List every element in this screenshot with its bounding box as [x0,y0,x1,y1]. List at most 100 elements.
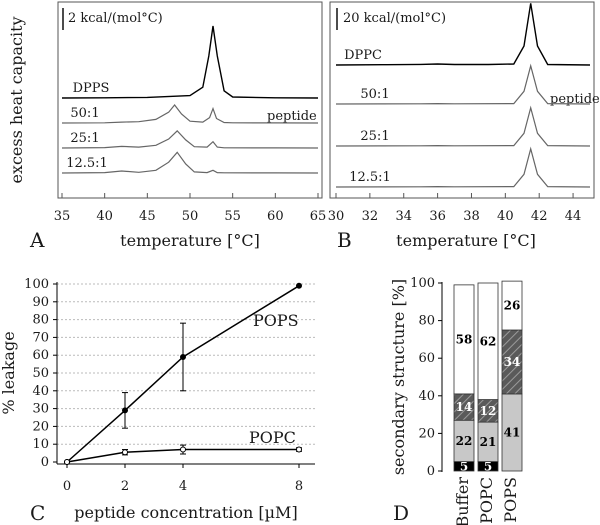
series-line-DPPC [335,3,591,66]
bar-segment [477,282,499,400]
panel-d-letter: D [393,501,409,525]
series-line-POPC [66,448,299,463]
bar-segment-label: 58 [456,332,473,346]
panel-b-letter: B [337,228,352,252]
panel-b-xlabel: temperature [°C] [396,231,536,250]
panel-a-scale-label: 2 kcal/(mol°C) [68,11,163,26]
series-line-12-5-1 [335,146,591,188]
panel-c-letter: C [30,501,45,525]
data-point [296,446,302,453]
series-label-popc: POPC [249,428,296,447]
series-line-50-1 [335,63,591,105]
y-tick-label: 80 [418,314,435,329]
y-tick-label: 90 [32,295,49,310]
category-label: POPS [501,477,520,523]
panel-a-xlabel: temperature [°C] [120,231,260,250]
x-tick-label: 65 [310,209,327,224]
x-tick-label: 55 [224,209,241,224]
panel-c: 0 10 20 30 40 50 60 70 80 90 100 0 2 4 8 POPS POPC % le… [0,277,315,525]
panel-b-annotation: peptide [550,92,600,107]
bar-segment-label: 12 [480,404,497,418]
y-tick-label: 70 [32,330,49,345]
series-line-POPS [66,285,300,463]
x-tick-label: 40 [96,209,113,224]
bar-segment-label: 5 [484,459,492,473]
panel-b-scale-label: 20 kcal/(mol°C) [343,11,446,26]
bar-segment [501,280,523,331]
data-point [296,282,302,289]
series-label: 25:1 [70,131,99,146]
bar-segment-label: 14 [456,400,473,414]
x-tick-label: 50 [182,209,199,224]
panel-a-letter: A [29,228,45,252]
panel-b: 20 kcal/(mol°C) peptide DPPC 50:1 25:1 12.5… [328,1,600,252]
x-tick-label: 36 [429,209,446,224]
bar-segment-label: 26 [504,299,521,313]
x-tick-label: 4 [179,479,187,494]
data-point [180,353,186,360]
series-label: DPPS [73,81,110,96]
x-tick-label: 35 [54,209,71,224]
series-line-25-1 [335,105,591,147]
y-tick-label: 80 [32,313,49,328]
series-label: 50:1 [70,106,99,121]
panel-b-frame [329,1,595,199]
panel-d: 0 20 40 60 80 100 5 22 14 58 Buffer 5 21 12 62 POPC 41 3… [389,276,523,525]
y-tick-label: 60 [418,351,435,366]
y-tick-label: 100 [410,276,435,291]
series-label: 12.5:1 [66,156,108,171]
bar-segment-label: 41 [504,425,521,439]
data-point [122,449,128,456]
bar-segment-label: 21 [480,435,497,449]
panel-a-annotation: peptide [267,109,317,124]
panel-c-ylabel: % leakage [0,331,18,414]
x-tick-label: 44 [565,209,582,224]
x-tick-label: 60 [267,209,284,224]
series-line-25-1 [61,130,319,149]
x-tick-label: 45 [139,209,156,224]
series-line-12-5-1 [61,151,319,174]
x-tick-label: 32 [362,209,379,224]
y-tick-label: 10 [32,437,49,452]
x-tick-label: 0 [63,479,71,494]
data-point [122,407,128,414]
y-tick-label: 20 [32,419,49,434]
panel-c-xlabel: peptide concentration [µM] [74,503,297,522]
data-point [64,459,70,465]
series-label: 50:1 [360,87,389,102]
x-tick-label: 8 [295,479,303,494]
panel-d-ylabel: secondary structure [%] [389,279,408,475]
y-tick-label: 20 [418,426,435,441]
y-tick-label: 40 [32,384,49,399]
x-tick-label: 34 [395,209,412,224]
x-tick-label: 40 [497,209,514,224]
panel-a: 2 kcal/(mol°C) peptide DPPS 50:1 25:1 12.5:… [7,1,327,252]
bar-segment-label: 62 [480,334,497,348]
bar-segment-label: 22 [456,434,473,448]
series-line-50-1 [61,104,319,124]
series-label: 12.5:1 [349,170,391,185]
y-tick-label: 60 [32,348,49,363]
data-point [180,446,186,453]
bar-segment [453,284,475,395]
y-tick-label: 40 [418,389,435,404]
series-label: DPPC [344,48,382,63]
x-tick-label: 42 [531,209,548,224]
y-tick-label: 0 [41,455,49,470]
y-tick-label: 30 [32,402,49,417]
y-tick-label: 50 [32,366,49,381]
y-tick-label: 100 [24,277,49,292]
x-tick-label: 30 [328,209,345,224]
x-tick-label: 2 [121,479,129,494]
y-tick-label: 0 [427,464,435,479]
bar-segment-label: 34 [504,355,521,369]
series-label-pops: POPS [253,311,299,330]
bar-segment-label: 5 [460,459,468,473]
series-label: 25:1 [360,129,389,144]
panel-a-ylabel: excess heat capacity [7,16,26,183]
category-label: Buffer [453,477,472,525]
category-label: POPC [477,477,496,524]
series-line-DPPS [61,25,319,99]
x-tick-label: 38 [463,209,480,224]
